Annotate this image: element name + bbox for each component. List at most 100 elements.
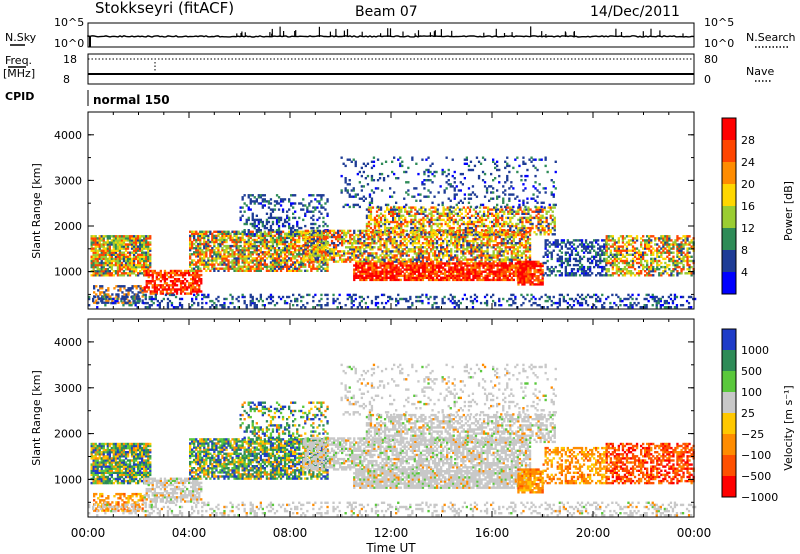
power-cell [403, 235, 406, 239]
power-cell [155, 275, 158, 279]
power-cell [219, 253, 222, 256]
power-cell [391, 264, 394, 267]
power-cell [423, 242, 427, 245]
power-cell [199, 267, 202, 270]
power-cell [486, 276, 489, 279]
power-cell [223, 253, 226, 256]
power-cell [416, 231, 419, 234]
power-cell [529, 214, 532, 217]
power-cell [363, 276, 366, 279]
power-cell [460, 229, 463, 232]
power-cell [116, 270, 120, 273]
power-cell [497, 218, 500, 222]
power-cell [247, 255, 250, 258]
power-cell [132, 265, 136, 269]
power-cell [189, 242, 192, 246]
power-cell [120, 268, 124, 271]
power-cell [339, 237, 342, 241]
power-cell [314, 248, 317, 251]
power-cell [241, 206, 244, 209]
power-cell [288, 198, 291, 201]
power-cell [253, 267, 256, 270]
power-cell [444, 268, 447, 271]
power-cell [364, 177, 367, 180]
power-cell [145, 245, 148, 248]
power-cell [205, 265, 208, 268]
power-cell [486, 272, 489, 275]
power-cell [249, 194, 252, 197]
power-cell [241, 196, 244, 199]
power-cell [526, 250, 530, 253]
power-cell [207, 261, 210, 264]
power-cell [504, 250, 507, 253]
power-cell [259, 269, 262, 272]
power-cell [370, 201, 374, 204]
power-cell [452, 278, 455, 282]
power-cell [366, 183, 370, 186]
power-cell [433, 252, 437, 255]
power-cell [430, 212, 433, 215]
power-cell [249, 233, 252, 236]
power-cell [407, 254, 410, 257]
power-cell [531, 222, 534, 226]
power-cell [369, 216, 373, 220]
power-cell [419, 260, 423, 263]
power-cell [186, 269, 189, 273]
power-cell [271, 238, 275, 242]
power-cell [486, 242, 489, 245]
power-cell [361, 264, 364, 267]
power-cell [468, 218, 472, 222]
power-cell [472, 248, 475, 251]
power-cell [320, 258, 324, 261]
power-cell [502, 237, 505, 241]
power-cell [393, 205, 396, 209]
power-cell [366, 174, 370, 178]
power-cell [261, 236, 264, 240]
power-cell [354, 164, 357, 168]
power-cell [290, 226, 293, 230]
power-cell [373, 216, 377, 220]
power-cell [389, 266, 392, 269]
power-cell [427, 258, 431, 261]
power-cell [137, 291, 140, 294]
power-cell [353, 229, 356, 233]
power-cell [304, 242, 307, 245]
power-cell [369, 231, 373, 234]
power-cell [137, 301, 140, 304]
power-cell [371, 233, 375, 236]
power-cell [355, 276, 358, 279]
power-cell [385, 229, 388, 233]
power-cell [145, 261, 148, 265]
power-cell [189, 249, 192, 252]
power-cell [198, 288, 201, 291]
power-cell [161, 275, 164, 279]
power-cell [369, 248, 372, 251]
power-cell [122, 272, 126, 275]
power-cell [173, 282, 177, 285]
power-cell [189, 265, 192, 268]
power-cell [506, 258, 509, 261]
power-cell [386, 218, 389, 222]
power-cell [417, 274, 421, 277]
power-cell [253, 238, 256, 242]
power-cell [239, 238, 242, 242]
power-cell [163, 273, 167, 277]
power-cell [261, 206, 264, 209]
power-cell [504, 268, 507, 271]
power-cell [528, 237, 532, 241]
power-cell [402, 233, 405, 236]
power-cell [217, 244, 220, 248]
power-cell [209, 263, 212, 266]
power-cell [259, 267, 262, 270]
power-cell [429, 250, 433, 253]
power-cell [450, 210, 453, 213]
power-cell [221, 234, 224, 238]
power-cell [195, 253, 198, 256]
power-cell [419, 274, 423, 277]
power-cell [192, 275, 195, 279]
power-cell [462, 229, 465, 232]
power-cell [271, 222, 275, 226]
power-cell [219, 240, 222, 244]
power-cell [448, 278, 451, 282]
power-cell [277, 249, 281, 252]
